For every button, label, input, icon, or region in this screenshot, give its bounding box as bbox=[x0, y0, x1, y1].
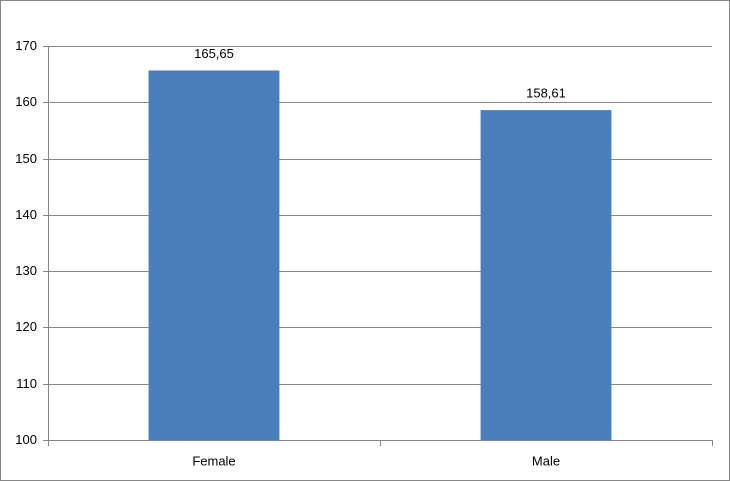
y-tick-label: 160 bbox=[15, 94, 37, 109]
x-tick-label: Male bbox=[532, 453, 560, 468]
y-tick-label: 100 bbox=[15, 432, 37, 447]
y-tick-label: 130 bbox=[15, 263, 37, 278]
y-tick-label: 110 bbox=[16, 376, 37, 391]
y-tick-label: 170 bbox=[15, 38, 37, 53]
x-tick-label: Female bbox=[192, 453, 235, 468]
y-tick-label: 120 bbox=[15, 319, 37, 334]
data-label: 158,61 bbox=[526, 86, 566, 101]
bar bbox=[148, 70, 280, 440]
data-label: 165,65 bbox=[194, 46, 234, 61]
bar bbox=[480, 110, 612, 440]
y-tick-label: 150 bbox=[15, 151, 37, 166]
y-tick-label: 140 bbox=[15, 207, 37, 222]
